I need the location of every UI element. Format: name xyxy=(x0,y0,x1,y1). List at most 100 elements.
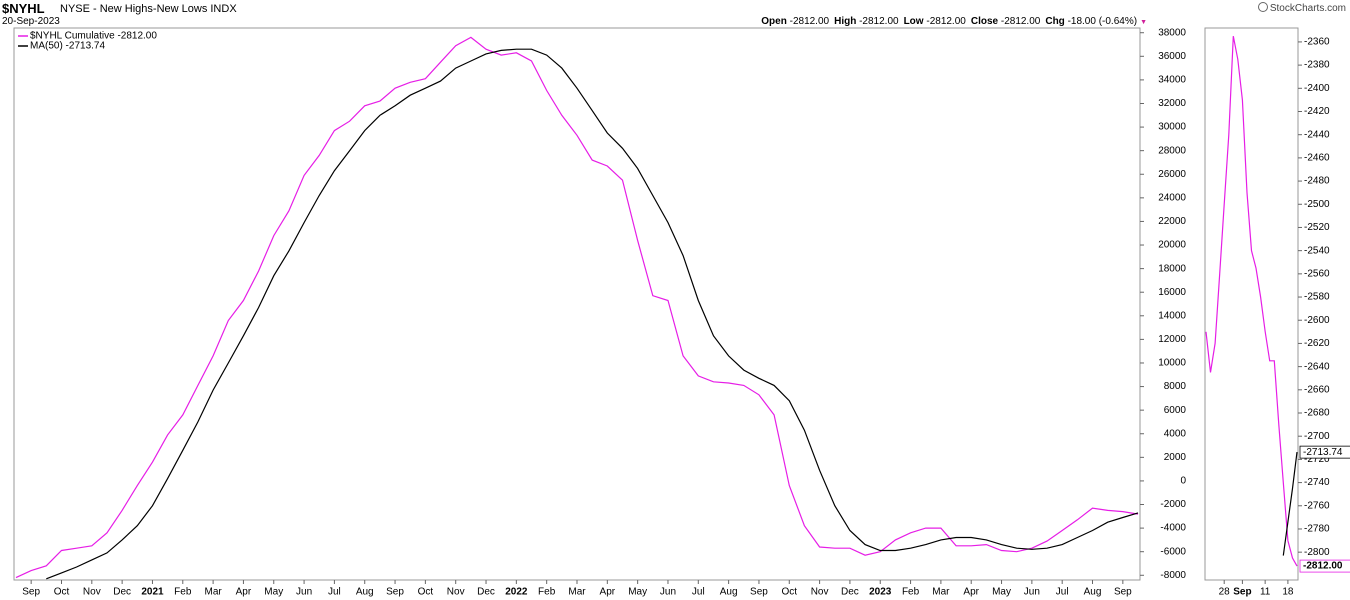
x-tick-label: Sep xyxy=(386,587,404,598)
y-tick-label: -2660 xyxy=(1304,384,1330,395)
x-tick-label: 28 xyxy=(1219,587,1231,598)
quote-label: Open xyxy=(761,16,787,27)
y-tick-label: 32000 xyxy=(1158,98,1186,109)
description: NYSE - New Highs-New Lows INDX xyxy=(60,3,237,15)
y-tick-label: -2400 xyxy=(1304,83,1330,94)
x-tick-label: Dec xyxy=(841,587,859,598)
y-tick-label: -2620 xyxy=(1304,338,1330,349)
x-tick-label: Jun xyxy=(296,587,312,598)
x-tick-label: 11 xyxy=(1260,587,1271,598)
x-tick-label: Sep xyxy=(1114,587,1132,598)
y-tick-label: -2420 xyxy=(1304,106,1330,117)
x-tick-label: Apr xyxy=(600,587,616,598)
series-line xyxy=(15,36,1139,579)
source-text: StockCharts.com xyxy=(1269,3,1346,14)
quote-label: Low xyxy=(903,16,924,27)
symbol: $NYHL xyxy=(2,1,45,16)
x-tick-label: May xyxy=(264,587,283,598)
quote-value: -2812.00 xyxy=(1000,16,1041,27)
x-tick-label: Aug xyxy=(720,587,738,598)
series-line xyxy=(1205,35,1298,567)
x-tick-label: 2023 xyxy=(869,587,892,598)
y-tick-label: -2640 xyxy=(1304,361,1330,372)
quote-label: Chg xyxy=(1045,16,1065,27)
legend-label: MA(50) -2713.74 xyxy=(30,41,105,52)
y-tick-label: -2460 xyxy=(1304,153,1330,164)
y-tick-label: -2380 xyxy=(1304,60,1330,71)
quote-value: -2812.00 xyxy=(926,16,966,27)
y-tick-label: 20000 xyxy=(1158,240,1186,251)
y-tick-label: 38000 xyxy=(1158,27,1186,38)
y-tick-label: 4000 xyxy=(1164,428,1187,439)
x-tick-label: Jun xyxy=(1024,587,1040,598)
x-tick-label: Oct xyxy=(54,587,70,598)
y-tick-label: 16000 xyxy=(1158,287,1186,298)
x-tick-label: Jul xyxy=(1056,587,1069,598)
y-tick-label: 26000 xyxy=(1158,169,1186,180)
x-tick-label: Feb xyxy=(902,587,920,598)
y-tick-label: 14000 xyxy=(1158,310,1186,321)
y-tick-label: 18000 xyxy=(1158,263,1186,274)
x-tick-label: Sep xyxy=(22,587,40,598)
x-tick-label: Aug xyxy=(356,587,374,598)
y-tick-label: 22000 xyxy=(1158,216,1186,227)
last-value-box xyxy=(1299,445,1350,459)
plot-frame xyxy=(13,27,1141,581)
y-tick-label: -2600 xyxy=(1304,315,1330,326)
x-tick-label: Apr xyxy=(963,587,979,598)
y-tick-label: -2560 xyxy=(1304,268,1330,279)
x-tick-label: Nov xyxy=(447,587,465,598)
logo xyxy=(1257,2,1268,12)
x-tick-label: Oct xyxy=(781,587,797,598)
last-value-label: -2812.00 xyxy=(1303,561,1343,572)
y-tick-label: 8000 xyxy=(1164,381,1187,392)
y-tick-label: -4000 xyxy=(1160,523,1186,534)
quote-label: Close xyxy=(970,16,999,27)
last-value-label: -2713.74 xyxy=(1303,447,1343,458)
y-tick-label: -2480 xyxy=(1304,176,1330,187)
source: StockCharts.com xyxy=(1257,2,1346,14)
x-tick-label: Sep xyxy=(750,587,768,598)
x-tick-label: Mar xyxy=(932,587,950,598)
x-tick-label: Jul xyxy=(328,587,341,598)
x-tick-label: 2022 xyxy=(505,587,528,598)
x-tick-label: 2021 xyxy=(141,587,164,598)
date: 20-Sep-2023 xyxy=(2,16,60,27)
y-tick-label: -8000 xyxy=(1160,570,1186,581)
x-tick-label: Mar xyxy=(568,587,586,598)
y-tick-label: 28000 xyxy=(1158,145,1186,156)
y-tick-label: 2000 xyxy=(1164,452,1187,463)
y-tick-label: 12000 xyxy=(1158,334,1186,345)
y-tick-label: 6000 xyxy=(1164,405,1187,416)
y-tick-label: -2740 xyxy=(1304,477,1330,488)
quote-label: High xyxy=(834,16,857,27)
x-tick-label: May xyxy=(628,587,647,598)
x-tick-label: Sep xyxy=(1233,587,1251,598)
x-tick-label: Nov xyxy=(811,587,829,598)
x-tick-label: Jul xyxy=(692,587,705,598)
y-tick-label: 10000 xyxy=(1158,358,1186,369)
y-tick-label: -2520 xyxy=(1304,222,1330,233)
plot-frame xyxy=(1204,27,1299,581)
y-tick-label: 30000 xyxy=(1158,122,1186,133)
quote: Open -2812.00 High -2812.00 Low -2812.00 Cl… xyxy=(756,16,1147,27)
y-tick-label: -2540 xyxy=(1304,245,1330,256)
x-tick-label: Apr xyxy=(236,587,252,598)
x-tick-label: Feb xyxy=(538,587,556,598)
x-tick-label: May xyxy=(992,587,1011,598)
x-tick-label: Aug xyxy=(1084,587,1102,598)
y-tick-label: -2760 xyxy=(1304,500,1330,511)
y-tick-label: 24000 xyxy=(1158,192,1186,203)
x-tick-label: Feb xyxy=(174,587,192,598)
legend-label: $NYHL Cumulative -2812.00 xyxy=(30,31,157,42)
series-line xyxy=(46,48,1139,580)
y-tick-label: -2440 xyxy=(1304,129,1330,140)
y-tick-label: -2780 xyxy=(1304,524,1330,535)
x-tick-label: Dec xyxy=(477,587,495,598)
y-tick-label: -2800 xyxy=(1304,547,1330,558)
y-tick-label: 36000 xyxy=(1158,51,1186,62)
y-tick-label: -2720 xyxy=(1304,454,1330,465)
y-tick-label: -2360 xyxy=(1304,37,1330,48)
